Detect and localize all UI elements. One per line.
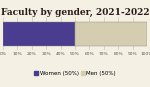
Bar [75, 22, 147, 46]
Title: Faculty by gender, 2021-2022: Faculty by gender, 2021-2022 [1, 8, 149, 17]
Legend: Women (50%), Men (50%): Women (50%), Men (50%) [34, 71, 116, 76]
Bar [3, 22, 75, 46]
